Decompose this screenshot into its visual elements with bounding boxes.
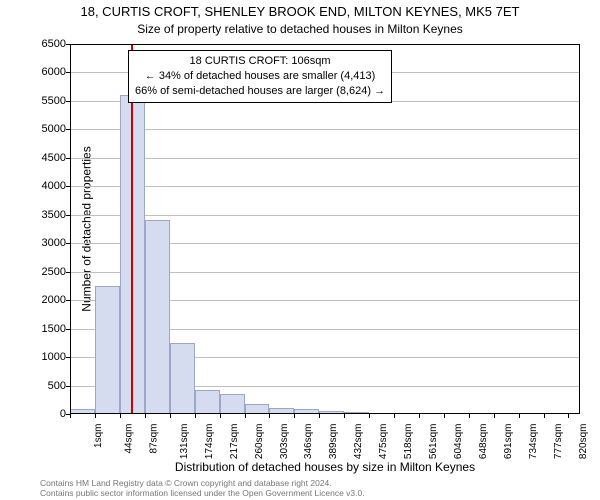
x-tick-mark	[294, 414, 295, 418]
y-tick-mark	[66, 300, 70, 301]
y-tick-label: 1500	[6, 323, 66, 335]
y-tick-mark	[66, 44, 70, 45]
x-tick-label: 777sqm	[553, 424, 564, 460]
x-tick-label: 561sqm	[428, 424, 439, 460]
y-tick-label: 2500	[6, 266, 66, 278]
x-tick-mark	[120, 414, 121, 418]
y-tick-mark	[66, 329, 70, 330]
x-tick-mark	[469, 414, 470, 418]
annotation-box: 18 CURTIS CROFT: 106sqm← 34% of detached…	[128, 50, 392, 103]
y-tick-label: 3000	[6, 237, 66, 249]
x-axis-label: Distribution of detached houses by size …	[70, 460, 580, 474]
x-tick-label: 475sqm	[378, 424, 389, 460]
annotation-line: 66% of semi-detached houses are larger (…	[135, 84, 385, 99]
x-tick-label: 131sqm	[179, 424, 190, 460]
x-tick-label: 432sqm	[353, 424, 364, 460]
x-tick-label: 303sqm	[279, 424, 290, 460]
x-tick-mark	[519, 414, 520, 418]
x-tick-mark	[568, 414, 569, 418]
x-tick-mark	[95, 414, 96, 418]
x-tick-mark	[444, 414, 445, 418]
x-tick-mark	[269, 414, 270, 418]
annotation-line: ← 34% of detached houses are smaller (4,…	[135, 69, 385, 84]
y-tick-label: 500	[6, 380, 66, 392]
x-tick-mark	[195, 414, 196, 418]
figure: 18, CURTIS CROFT, SHENLEY BROOK END, MIL…	[0, 0, 600, 500]
x-tick-label: 691sqm	[503, 424, 514, 460]
x-tick-label: 1sqm	[93, 424, 104, 448]
footer-line-1: Contains HM Land Registry data © Crown c…	[40, 478, 590, 488]
annotation-line: 18 CURTIS CROFT: 106sqm	[135, 54, 385, 69]
x-tick-mark	[494, 414, 495, 418]
y-tick-mark	[66, 243, 70, 244]
title-main: 18, CURTIS CROFT, SHENLEY BROOK END, MIL…	[0, 4, 600, 19]
y-tick-label: 3500	[6, 209, 66, 221]
title-sub: Size of property relative to detached ho…	[0, 22, 600, 36]
y-tick-mark	[66, 215, 70, 216]
y-tick-label: 5000	[6, 123, 66, 135]
footer-line-2: Contains public sector information licen…	[40, 488, 590, 498]
x-tick-mark	[544, 414, 545, 418]
y-tick-mark	[66, 272, 70, 273]
y-tick-mark	[66, 101, 70, 102]
plot-area: 18 CURTIS CROFT: 106sqm← 34% of detached…	[70, 44, 580, 414]
x-tick-label: 346sqm	[304, 424, 315, 460]
x-tick-mark	[70, 414, 71, 418]
y-tick-mark	[66, 386, 70, 387]
x-tick-label: 734sqm	[528, 424, 539, 460]
footer-attribution: Contains HM Land Registry data © Crown c…	[40, 478, 590, 498]
x-tick-label: 389sqm	[328, 424, 339, 460]
x-tick-mark	[419, 414, 420, 418]
y-tick-label: 0	[6, 408, 66, 420]
x-tick-label: 604sqm	[453, 424, 464, 460]
y-tick-label: 6500	[6, 38, 66, 50]
y-tick-mark	[66, 72, 70, 73]
x-tick-label: 820sqm	[578, 424, 589, 460]
x-tick-mark	[145, 414, 146, 418]
x-tick-mark	[369, 414, 370, 418]
y-tick-mark	[66, 158, 70, 159]
y-tick-label: 2000	[6, 294, 66, 306]
y-tick-label: 4500	[6, 152, 66, 164]
x-tick-label: 87sqm	[148, 424, 159, 454]
x-tick-mark	[394, 414, 395, 418]
y-tick-mark	[66, 357, 70, 358]
y-tick-label: 1000	[6, 351, 66, 363]
x-tick-label: 518sqm	[403, 424, 414, 460]
y-tick-label: 5500	[6, 95, 66, 107]
x-tick-label: 174sqm	[204, 424, 215, 460]
x-tick-label: 44sqm	[123, 424, 134, 454]
x-tick-label: 217sqm	[229, 424, 240, 460]
x-tick-mark	[245, 414, 246, 418]
y-tick-label: 4000	[6, 180, 66, 192]
x-tick-mark	[220, 414, 221, 418]
x-tick-mark	[319, 414, 320, 418]
x-tick-mark	[170, 414, 171, 418]
x-tick-label: 648sqm	[478, 424, 489, 460]
x-tick-label: 260sqm	[254, 424, 265, 460]
y-tick-mark	[66, 129, 70, 130]
y-tick-mark	[66, 186, 70, 187]
x-tick-mark	[344, 414, 345, 418]
y-tick-label: 6000	[6, 66, 66, 78]
